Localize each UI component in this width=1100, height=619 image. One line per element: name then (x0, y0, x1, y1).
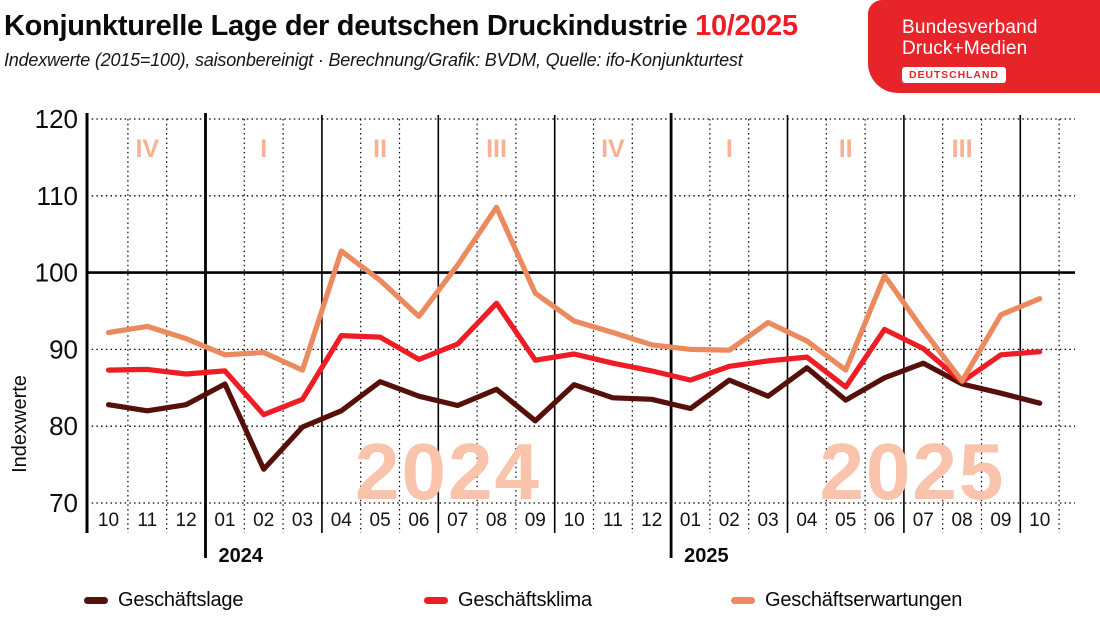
chart-header: Konjunkturelle Lage der deutschen Drucki… (4, 10, 864, 71)
month-label: 12 (641, 510, 662, 531)
year-watermark: 2024 (355, 427, 541, 516)
month-label: 03 (758, 510, 779, 531)
quarter-label: III (952, 135, 973, 163)
month-labels: 10 11 12 01 02 03 04 05 06 07 08 09 10 11 12 01 02 03 04 05… (98, 510, 1050, 531)
month-label: 10 (98, 510, 119, 531)
series-line-geschäftserwartungen (105, 204, 1043, 384)
logo-country-badge: DEUTSCHLAND (902, 66, 1006, 83)
y-tick-label: 120 (35, 104, 78, 134)
month-label: 08 (486, 510, 507, 531)
month-label: 08 (952, 510, 973, 531)
month-label: 01 (680, 510, 701, 531)
year-label: 2024 (219, 545, 264, 567)
month-label: 10 (564, 510, 585, 531)
bvdm-logo: Bundesverband Druck+Medien DEUTSCHLAND (868, 0, 1100, 93)
year-label: 2025 (684, 545, 729, 567)
month-label: 11 (137, 510, 157, 531)
series-line-geschäftsklima (105, 300, 1043, 418)
legend-item-geschaeftslage: Geschäftslage (84, 588, 243, 612)
month-label: 10 (1029, 510, 1050, 531)
logo-line1: Bundesverband (902, 17, 1038, 38)
month-label: 03 (292, 510, 313, 531)
month-label: 05 (835, 510, 856, 531)
month-label: 02 (253, 510, 274, 531)
legend-swatch-geschaeftserwartungen (731, 596, 755, 604)
year-watermarks: 2024 2025 (355, 427, 1005, 516)
month-label: 01 (214, 510, 235, 531)
legend-swatch-geschaeftsklima (424, 596, 448, 604)
page-title: Konjunkturelle Lage der deutschen Drucki… (4, 10, 864, 43)
title-text: Konjunkturelle Lage der deutschen Drucki… (4, 10, 688, 42)
quarter-label: III (486, 135, 507, 163)
y-tick-label: 80 (49, 411, 78, 441)
quarter-labels: IV I II III IV I II III (135, 135, 972, 163)
month-label: 02 (719, 510, 740, 531)
month-label: 12 (176, 510, 197, 531)
logo-line2: Druck+Medien (902, 38, 1028, 60)
quarter-label: IV (601, 135, 625, 163)
title-period: 10/2025 (695, 10, 798, 42)
legend-swatch-geschaeftslage (84, 596, 108, 604)
quarter-label: II (839, 135, 853, 163)
quarter-label: IV (135, 135, 159, 163)
legend-item-geschaeftserwartungen: Geschäftserwartungen (731, 588, 962, 612)
y-tick-label: 110 (37, 181, 78, 211)
month-label: 05 (370, 510, 391, 531)
legend-label-geschaeftslage: Geschäftslage (118, 588, 244, 611)
y-tick-label: 100 (35, 258, 78, 288)
y-axis-title: Indexwerte (9, 375, 31, 473)
month-label: 04 (331, 510, 353, 531)
horizontal-gridlines: 70 80 90 100 110 120 (35, 104, 1075, 518)
month-label: 06 (408, 510, 429, 531)
legend-label-geschaeftserwartungen: Geschäftserwartungen (765, 588, 963, 611)
month-label: 06 (874, 510, 895, 531)
month-label: 07 (913, 510, 934, 531)
year-watermark: 2025 (819, 427, 1005, 516)
series-line-geschäftslage (105, 360, 1043, 472)
month-label: 07 (447, 510, 468, 531)
chart-subtitle: Indexwerte (2015=100), saisonbereinigt ·… (4, 50, 743, 71)
month-label: 04 (796, 510, 818, 531)
quarter-label: I (260, 135, 267, 163)
y-tick-label: 70 (49, 488, 78, 518)
quarter-label: II (373, 135, 387, 163)
legend-item-geschaeftsklima: Geschäftsklima (424, 588, 592, 612)
quarter-label: I (726, 135, 733, 163)
month-label: 11 (603, 510, 623, 531)
month-label: 09 (525, 510, 546, 531)
month-label: 09 (990, 510, 1011, 531)
y-tick-label: 90 (49, 334, 78, 364)
legend-label-geschaeftsklima: Geschäftsklima (458, 588, 592, 611)
